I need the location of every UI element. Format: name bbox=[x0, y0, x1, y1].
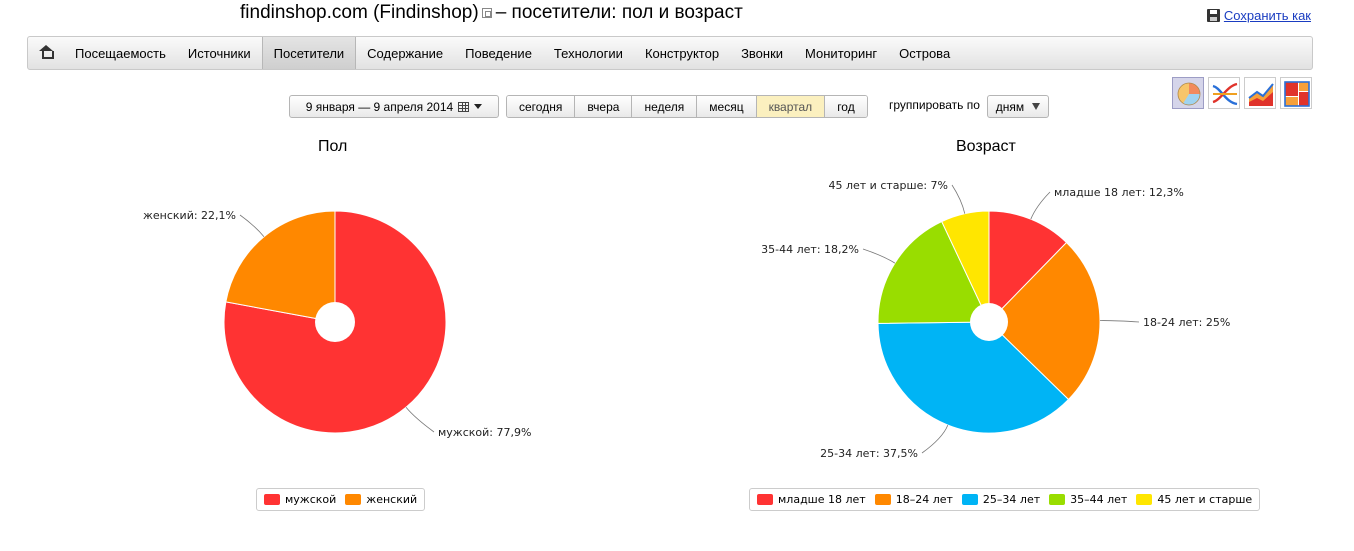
legend-swatch bbox=[1136, 494, 1153, 505]
period-yesterday-button[interactable]: вчера bbox=[575, 96, 633, 117]
nav-item-behavior[interactable]: Поведение bbox=[465, 45, 532, 61]
nav-home[interactable] bbox=[28, 37, 64, 69]
legend-item[interactable]: 35–44 лет bbox=[1049, 493, 1127, 506]
slice-label: младше 18 лет: 12,3% bbox=[1054, 186, 1184, 199]
label-connector bbox=[1030, 191, 1051, 220]
slice-label: 45 лет и старше: 7% bbox=[828, 179, 948, 192]
legend-swatch bbox=[1049, 494, 1066, 505]
slice-label: 18-24 лет: 25% bbox=[1143, 316, 1230, 329]
legend-swatch bbox=[874, 494, 891, 505]
page-title: findinshop.com (Findinshop) – посетители:… bbox=[240, 2, 743, 24]
gender-chart-title: Пол bbox=[318, 138, 348, 155]
floppy-disk-icon bbox=[1206, 9, 1220, 22]
home-icon bbox=[39, 44, 54, 59]
slice-label: мужской: 77,9% bbox=[438, 426, 531, 439]
period-year-button[interactable]: год bbox=[825, 96, 867, 117]
period-quarter-button[interactable]: квартал bbox=[756, 96, 826, 117]
nav-item-islands[interactable]: Острова bbox=[899, 45, 951, 61]
chevron-down-icon bbox=[474, 104, 483, 109]
pie-center-hole bbox=[970, 303, 1008, 341]
treemap-chart-icon[interactable] bbox=[1280, 77, 1312, 109]
nav-item-constructor[interactable]: Конструктор bbox=[644, 45, 720, 61]
pie-slice[interactable] bbox=[877, 321, 1070, 434]
group-by-select[interactable]: дням bbox=[987, 95, 1049, 118]
pie-slice[interactable] bbox=[877, 220, 990, 324]
chevron-down-icon bbox=[1032, 103, 1041, 110]
nav-item-sources[interactable]: Источники bbox=[187, 45, 251, 61]
main-nav: Посещаемость Источники Посетители Содерж… bbox=[27, 36, 1313, 70]
label-connector bbox=[239, 214, 265, 237]
nav-item-content[interactable]: Содержание bbox=[367, 45, 444, 61]
group-by-label: группировать по bbox=[889, 98, 980, 112]
nav-item-calls[interactable]: Звонки bbox=[741, 45, 784, 61]
calendar-icon bbox=[458, 101, 470, 112]
save-as-label[interactable]: Сохранить как bbox=[1223, 8, 1311, 23]
label-connector bbox=[921, 424, 949, 454]
pie-slice[interactable] bbox=[988, 241, 1101, 401]
label-connector bbox=[862, 248, 896, 264]
gender-legend: мужской женский bbox=[256, 488, 426, 511]
legend-label: 35–44 лет bbox=[1070, 493, 1128, 506]
group-by-value: дням bbox=[995, 99, 1025, 114]
legend-swatch bbox=[264, 494, 280, 505]
period-today-button[interactable]: сегодня bbox=[507, 96, 576, 117]
slice-label: женский: 22,1% bbox=[143, 209, 236, 222]
legend-label: 18–24 лет bbox=[895, 493, 953, 506]
date-range-picker[interactable]: 9 января — 9 апреля 2014 bbox=[289, 95, 499, 118]
nav-item-technologies[interactable]: Технологии bbox=[553, 45, 623, 61]
date-range-value: 9 января — 9 апреля 2014 bbox=[305, 99, 454, 114]
area-chart-icon[interactable] bbox=[1244, 77, 1276, 109]
label-connector bbox=[951, 184, 966, 214]
legend-swatch bbox=[345, 494, 362, 505]
legend-swatch bbox=[961, 494, 978, 505]
legend-item[interactable]: 45 лет и старше bbox=[1136, 493, 1252, 506]
legend-item[interactable]: 25–34 лет bbox=[961, 493, 1041, 506]
nav-item-visitors[interactable]: Посетители bbox=[261, 37, 357, 69]
chart-type-switcher bbox=[1172, 77, 1312, 109]
slice-label: 25-34 лет: 37,5% bbox=[820, 447, 918, 460]
external-window-icon[interactable] bbox=[481, 8, 492, 18]
pie-slice[interactable] bbox=[225, 210, 336, 323]
legend-label: младше 18 лет bbox=[778, 493, 866, 506]
pie-center-hole bbox=[315, 302, 355, 342]
slice-label: 35-44 лет: 18,2% bbox=[761, 243, 859, 256]
nav-item-monitoring[interactable]: Мониторинг bbox=[805, 45, 878, 61]
pie-chart-icon[interactable] bbox=[1172, 77, 1204, 109]
legend-item[interactable]: младше 18 лет bbox=[757, 493, 866, 506]
legend-item[interactable]: женский bbox=[345, 493, 417, 506]
legend-label: женский bbox=[366, 493, 418, 506]
legend-swatch bbox=[757, 494, 773, 505]
legend-label: мужской bbox=[285, 493, 337, 506]
label-connector bbox=[405, 407, 435, 433]
site-title: findinshop.com (Findinshop) bbox=[240, 2, 479, 23]
legend-item[interactable]: 18–24 лет bbox=[874, 493, 953, 506]
period-selector: сегодня вчера неделя месяц квартал год bbox=[506, 95, 868, 118]
period-week-button[interactable]: неделя bbox=[632, 96, 698, 117]
legend-label: 25–34 лет bbox=[982, 493, 1041, 506]
age-legend: младше 18 лет 18–24 лет 25–34 лет 35–44 лет… bbox=[749, 488, 1261, 511]
report-title: – посетители: пол и возраст bbox=[495, 2, 743, 23]
age-chart-title: Возраст bbox=[956, 138, 1016, 155]
nav-item-attendance[interactable]: Посещаемость bbox=[75, 45, 166, 61]
label-connector bbox=[1099, 320, 1140, 323]
line-chart-icon[interactable] bbox=[1208, 77, 1240, 109]
save-as-link[interactable]: Сохранить как bbox=[1206, 8, 1311, 23]
legend-label: 45 лет и старше bbox=[1157, 493, 1253, 506]
legend-item[interactable]: мужской bbox=[264, 493, 336, 506]
period-month-button[interactable]: месяц bbox=[697, 96, 757, 117]
